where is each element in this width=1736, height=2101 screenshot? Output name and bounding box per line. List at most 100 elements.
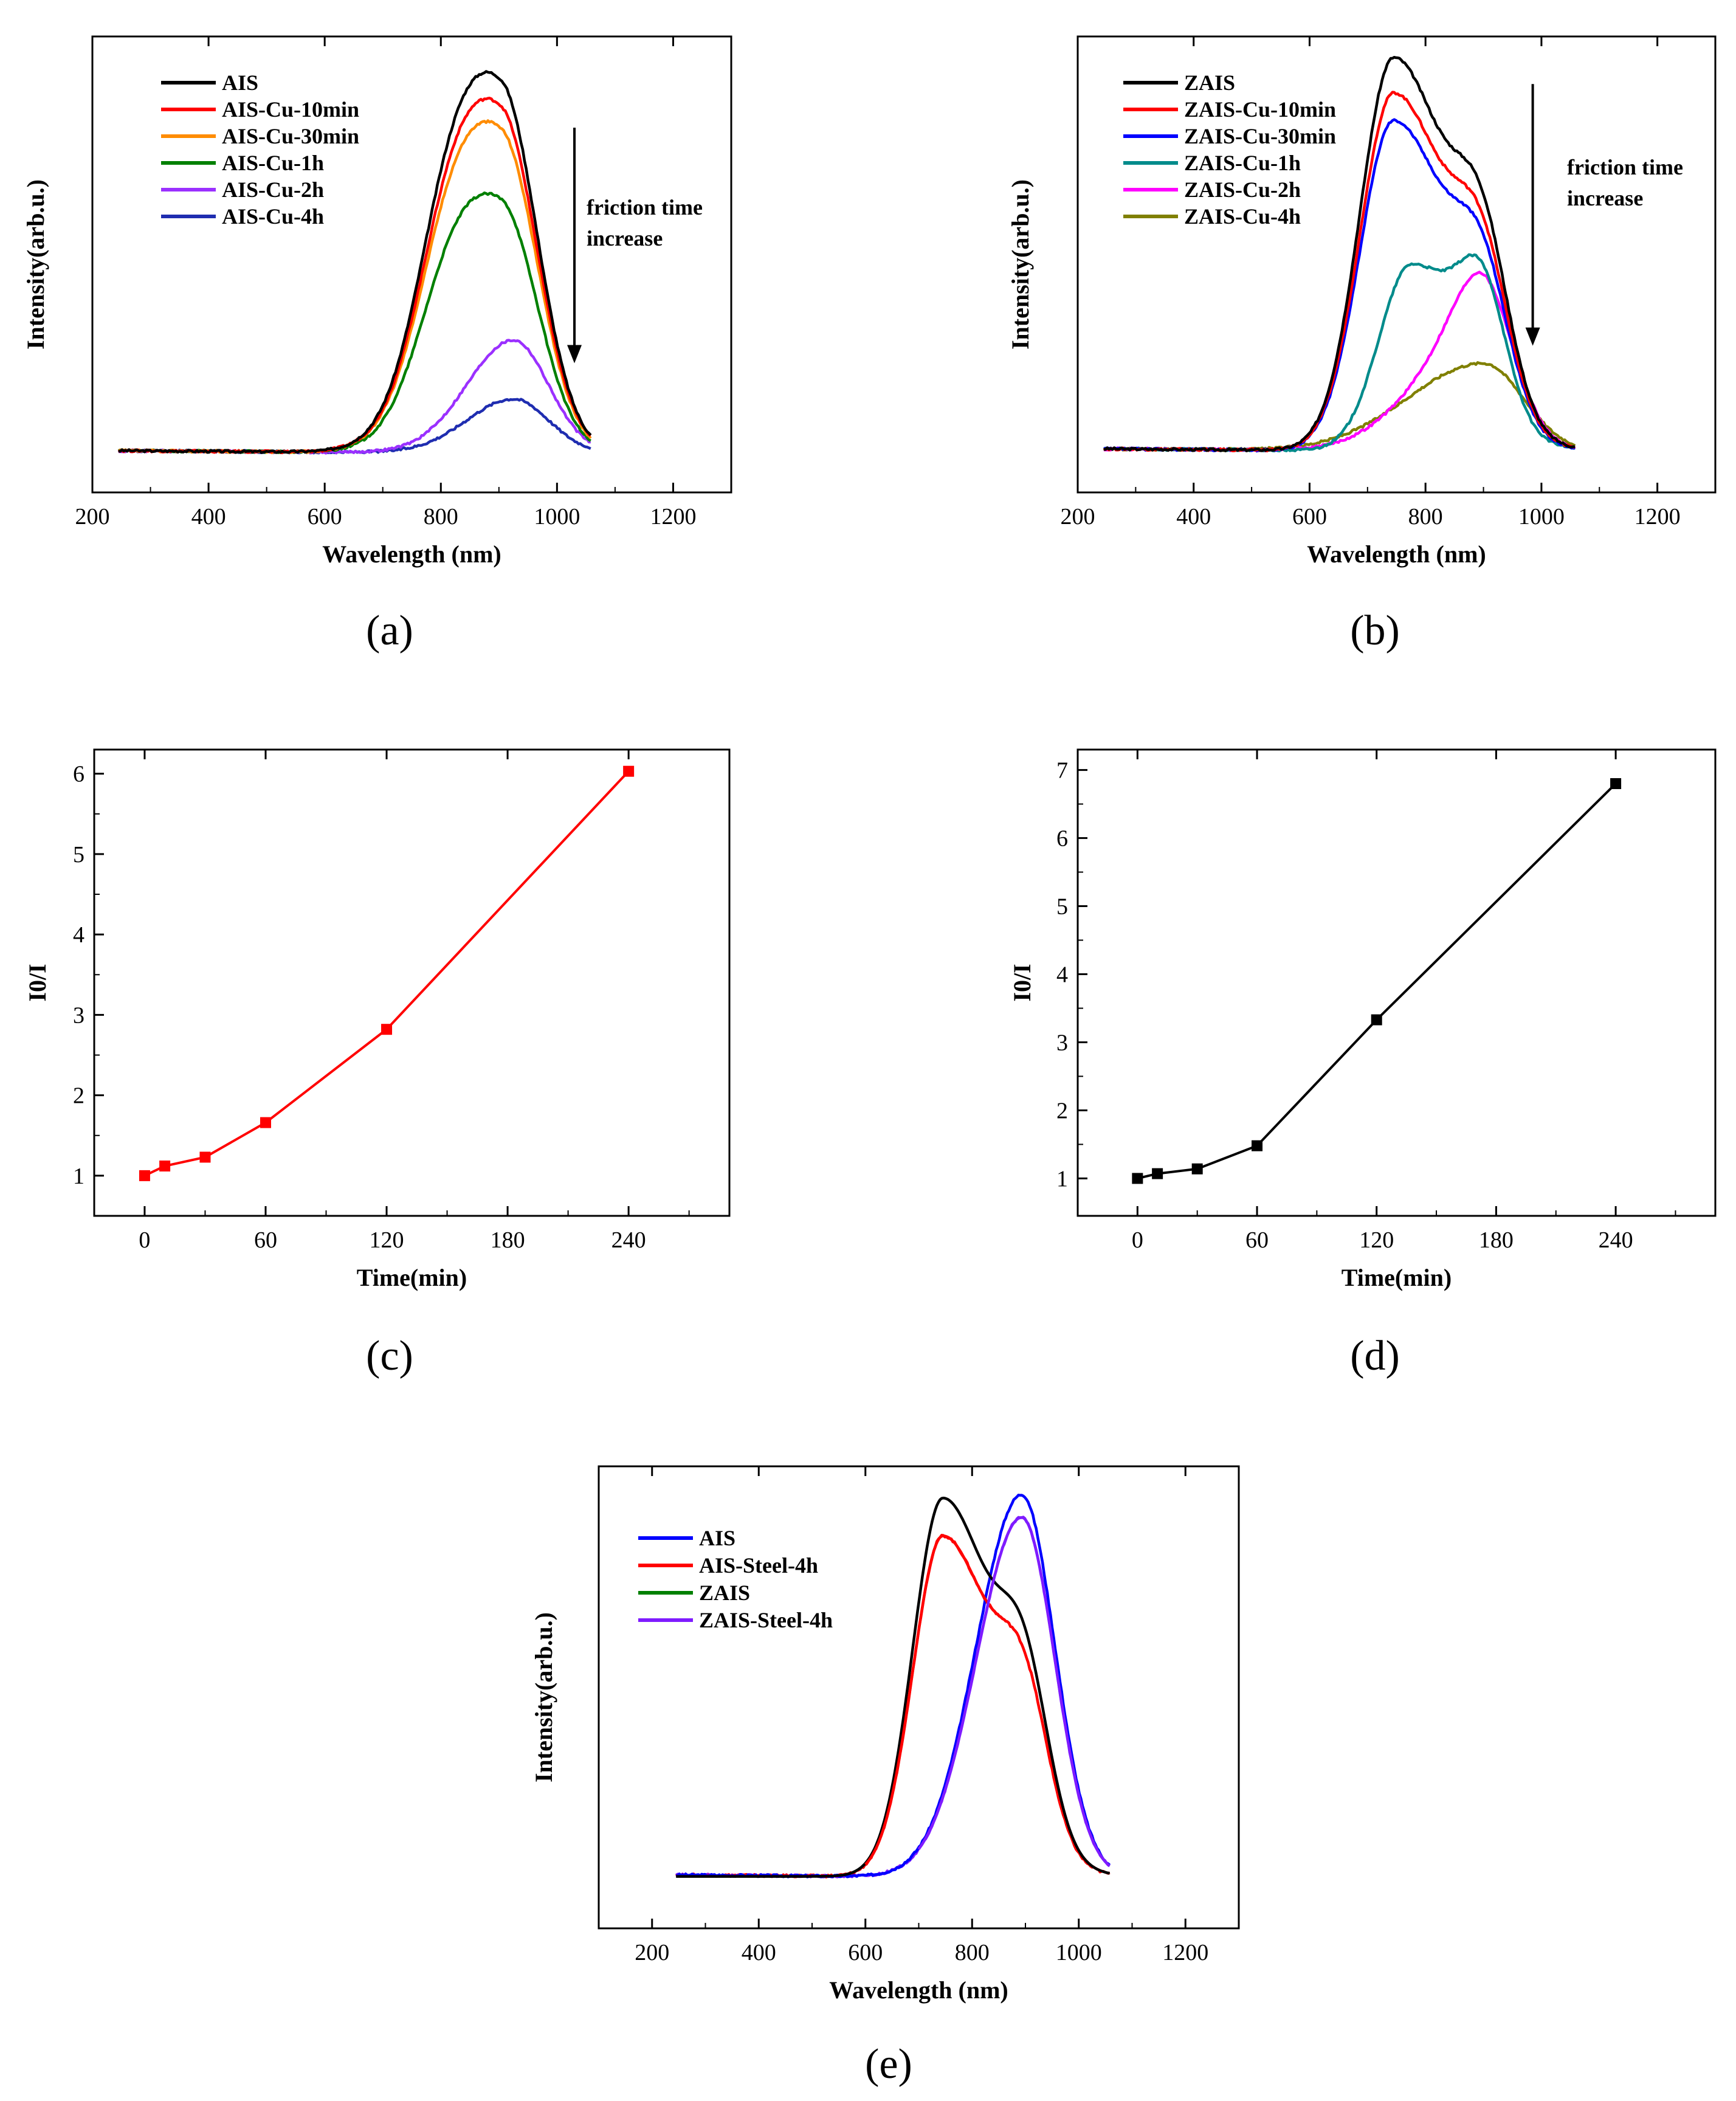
y-axis-label: Intensity(arb.u.) <box>530 1612 557 1782</box>
legend-label: AIS-Cu-1h <box>222 151 324 175</box>
series-line-zais-steel <box>917 1516 1111 1867</box>
series-line <box>1137 782 1617 1180</box>
x-tick-label: 600 <box>848 1940 883 1965</box>
y-tick-label: 4 <box>73 922 84 948</box>
annotation-text: friction time <box>1567 155 1683 179</box>
x-tick-label: 600 <box>1292 504 1327 530</box>
panel-label: (e) <box>865 2041 912 2088</box>
x-tick-label: 240 <box>611 1227 646 1253</box>
x-tick-label: 800 <box>1408 504 1443 530</box>
y-tick-label: 6 <box>73 762 84 787</box>
x-tick-label: 180 <box>1479 1227 1514 1253</box>
legend-label: AIS-Cu-30min <box>222 124 359 148</box>
series-line <box>1103 55 1576 452</box>
data-point <box>1610 778 1622 789</box>
legend-label: ZAIS-Steel-4h <box>699 1608 833 1632</box>
y-tick-label: 1 <box>1056 1166 1068 1192</box>
x-axis-label: Wavelength (nm) <box>829 1976 1008 2004</box>
x-tick-label: 400 <box>742 1940 776 1965</box>
y-axis-label: Intensity(arb.u.) <box>22 179 49 350</box>
arrow-head <box>1525 327 1540 346</box>
y-tick-label: 3 <box>73 1002 84 1028</box>
x-tick-label: 60 <box>1245 1227 1269 1253</box>
x-tick-label: 1000 <box>534 504 580 530</box>
annotation-text: friction time <box>587 195 703 219</box>
series-line <box>1103 361 1576 452</box>
x-axis-label: Time(min) <box>357 1264 467 1291</box>
series-line <box>675 1494 1111 1878</box>
plot-frame <box>598 1465 1240 1930</box>
series-line-zais <box>676 1496 1111 1878</box>
legend-label: AIS-Cu-2h <box>222 178 324 202</box>
x-tick-label: 400 <box>191 504 226 530</box>
x-tick-label: 200 <box>75 504 110 530</box>
panel-label: (c) <box>366 1333 413 1379</box>
legend-label: AIS-Cu-4h <box>222 204 324 229</box>
series-line <box>144 770 630 1177</box>
x-tick-label: 200 <box>635 1940 669 1965</box>
x-tick-label: 1200 <box>1634 504 1681 530</box>
x-tick-label: 1200 <box>1162 1940 1208 1965</box>
panel-label: (d) <box>1350 1333 1400 1379</box>
data-point <box>381 1024 393 1035</box>
panel-label: (a) <box>366 607 413 654</box>
y-tick-label: 1 <box>73 1164 84 1189</box>
legend-label: AIS-Steel-4h <box>699 1553 818 1578</box>
x-tick-label: 120 <box>1359 1227 1394 1253</box>
arrow-head <box>567 345 582 364</box>
plot-frame <box>1076 748 1717 1217</box>
panel-d-quench-zais: 0 60 120 180 240 1 2 3 4 5 6 7 Time(min) I0/I (d) <box>1008 748 1717 1379</box>
data-point <box>623 765 635 777</box>
data-point <box>1252 1140 1263 1151</box>
legend-label: ZAIS <box>699 1581 750 1605</box>
data-point <box>1152 1168 1163 1179</box>
x-tick-label: 200 <box>1061 504 1095 530</box>
data-point <box>1371 1014 1382 1026</box>
panel-a-spectra-ais: 200 400 600 800 1000 1200 Wavelength (nm) Inten… <box>22 35 732 654</box>
y-tick-label: 2 <box>1056 1098 1068 1123</box>
x-axis-label: Time(min) <box>1342 1264 1452 1291</box>
x-tick-label: 240 <box>1599 1227 1633 1253</box>
plot-frame <box>1076 35 1717 494</box>
x-axis-label: Wavelength (nm) <box>322 540 501 568</box>
series-line <box>118 70 592 454</box>
y-tick-label: 3 <box>1056 1030 1068 1055</box>
series-line-ais-steel <box>864 1534 1004 1866</box>
legend-label: ZAIS-Cu-4h <box>1184 204 1301 229</box>
y-tick-label: 6 <box>1056 826 1068 852</box>
plot-frame <box>93 748 731 1217</box>
x-tick-label: 180 <box>491 1227 525 1253</box>
panel-label: (b) <box>1350 607 1400 654</box>
legend-label: ZAIS-Cu-10min <box>1184 97 1336 122</box>
x-tick-label: 800 <box>955 1940 990 1965</box>
x-tick-label: 0 <box>139 1227 150 1253</box>
series-line <box>119 339 591 455</box>
y-tick-label: 7 <box>1056 758 1068 784</box>
x-tick-label: 600 <box>308 504 342 530</box>
legend-label: AIS <box>222 71 258 95</box>
series-line <box>118 119 592 455</box>
y-tick-label: 4 <box>1056 962 1068 988</box>
data-point <box>199 1151 211 1163</box>
legend-label: ZAIS-Cu-30min <box>1184 124 1336 148</box>
y-axis-label: I0/I <box>1008 964 1036 1001</box>
y-axis-label: Intensity(arb.u.) <box>1007 179 1034 350</box>
legend-label: ZAIS-Cu-1h <box>1184 151 1301 175</box>
series-line <box>1103 91 1576 453</box>
y-tick-label: 2 <box>73 1083 84 1109</box>
panel-e-spectra-steel: 200 400 600 800 1000 1200 Wavelength (nm) Inten… <box>530 1465 1240 2088</box>
annotation-text: increase <box>1567 186 1643 210</box>
data-point <box>139 1170 150 1181</box>
data-point <box>1191 1163 1203 1175</box>
x-tick-label: 400 <box>1176 504 1211 530</box>
x-axis-label: Wavelength (nm) <box>1307 540 1486 568</box>
x-tick-label: 0 <box>1132 1227 1143 1253</box>
x-tick-label: 800 <box>424 504 458 530</box>
data-point <box>260 1117 271 1128</box>
series-line <box>117 191 591 454</box>
legend-label: ZAIS-Cu-2h <box>1184 178 1301 202</box>
data-point <box>1132 1173 1143 1184</box>
legend-label: ZAIS <box>1184 71 1235 95</box>
data-point <box>159 1161 171 1172</box>
